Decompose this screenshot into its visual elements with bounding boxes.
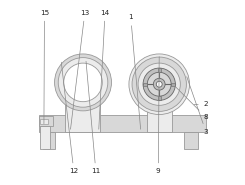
Bar	[75, 91, 88, 98]
Circle shape	[58, 58, 108, 107]
Bar	[65, 95, 100, 132]
Bar	[143, 83, 147, 86]
Circle shape	[138, 63, 180, 105]
Text: 1: 1	[128, 14, 141, 129]
Text: 12: 12	[61, 62, 78, 174]
Text: 2: 2	[194, 101, 208, 107]
Circle shape	[143, 68, 175, 100]
Bar	[39, 127, 49, 149]
Text: 8: 8	[175, 86, 208, 120]
Text: 9: 9	[156, 57, 161, 174]
Bar	[171, 83, 175, 86]
Text: 14: 14	[99, 10, 110, 129]
Bar	[43, 132, 55, 149]
Bar	[158, 96, 161, 100]
Circle shape	[55, 54, 111, 111]
Circle shape	[147, 72, 171, 96]
Circle shape	[153, 78, 165, 90]
Bar	[39, 116, 53, 127]
Circle shape	[64, 63, 102, 102]
Circle shape	[129, 54, 190, 115]
Bar	[40, 119, 48, 124]
Circle shape	[132, 57, 186, 111]
Circle shape	[156, 81, 162, 87]
Text: 11: 11	[86, 61, 100, 174]
Text: 13: 13	[71, 10, 89, 129]
Bar	[184, 132, 198, 149]
Bar	[158, 68, 161, 73]
Bar	[39, 115, 206, 132]
Text: 15: 15	[40, 10, 49, 124]
Bar	[147, 96, 172, 132]
Text: 3: 3	[187, 77, 208, 135]
